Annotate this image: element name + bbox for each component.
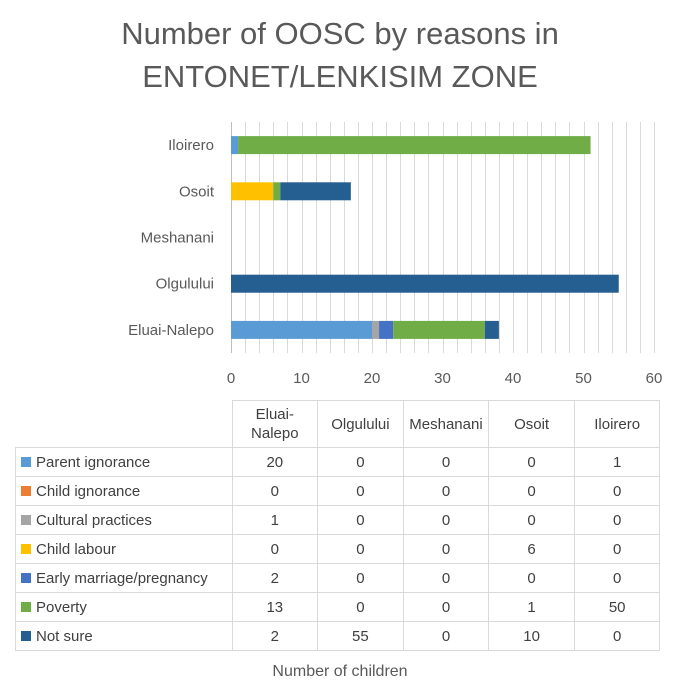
table-cell: 0 xyxy=(488,505,575,535)
legend-swatch xyxy=(21,456,31,467)
bar-segment xyxy=(231,182,274,201)
x-tick-label: 20 xyxy=(364,370,381,387)
legend-swatch xyxy=(21,572,31,583)
table-cell: 0 xyxy=(317,534,404,564)
table-row: Child labour 0 0 0 6 0 xyxy=(15,534,661,564)
legend-entry: Early marriage/pregnancy xyxy=(15,563,233,593)
legend-label: Poverty xyxy=(36,598,87,616)
table-cell: 0 xyxy=(573,476,661,506)
y-category-label: Iloirero xyxy=(168,137,214,154)
table-cell: 0 xyxy=(317,563,404,593)
table-cell: 0 xyxy=(573,534,661,564)
y-category-label: Olgulului xyxy=(156,276,214,293)
legend-entry: Not sure xyxy=(15,621,233,651)
data-table: Eluai- Nalepo Olgulului Meshanani Osoit Iloir… xyxy=(15,400,661,651)
bar-segment xyxy=(231,274,619,293)
chart-title: Number of OOSC by reasons in ENTONET/LEN… xyxy=(0,12,680,98)
table-cell: 6 xyxy=(488,534,575,564)
bar-segment xyxy=(231,320,372,339)
table-cell: 1 xyxy=(231,505,319,535)
y-category-label: Eluai-Nalepo xyxy=(128,322,214,339)
table-cell: 0 xyxy=(317,592,404,622)
table-row: Poverty 13 0 0 1 50 xyxy=(15,592,661,622)
table-corner xyxy=(15,400,233,448)
table-cell: 2 xyxy=(231,621,319,651)
y-category-label: Meshanani xyxy=(141,230,214,247)
bar-segment xyxy=(372,320,380,339)
table-row: Parent ignorance 20 0 0 0 1 xyxy=(15,447,661,477)
legend-entry: Child ignorance xyxy=(15,476,233,506)
table-cell: 0 xyxy=(402,476,490,506)
table-cell: 0 xyxy=(573,505,661,535)
table-row: Cultural practices 1 0 0 0 0 xyxy=(15,505,661,535)
chart-title-line-1: Number of OOSC by reasons in xyxy=(121,16,559,51)
table-cell: 2 xyxy=(231,563,319,593)
table-cell: 0 xyxy=(573,621,661,651)
x-tick-label: 0 xyxy=(227,370,235,387)
bar-segment xyxy=(484,320,499,339)
legend-label: Early marriage/pregnancy xyxy=(36,569,208,587)
bar-segment xyxy=(280,182,351,201)
table-cell: 0 xyxy=(402,447,490,477)
table-cell: 55 xyxy=(317,621,404,651)
y-category-label: Osoit xyxy=(179,183,215,200)
table-cell: 0 xyxy=(488,563,575,593)
table-cell: 13 xyxy=(231,592,319,622)
table-cell: 0 xyxy=(231,476,319,506)
table-row: Early marriage/pregnancy 2 0 0 0 0 xyxy=(15,563,661,593)
chart-title-line-2: ENTONET/LENKISIM ZONE xyxy=(142,59,538,94)
bar-segment xyxy=(273,182,281,201)
table-cell: 0 xyxy=(573,563,661,593)
x-tick-label: 30 xyxy=(434,370,451,387)
table-cell: 0 xyxy=(488,476,575,506)
x-tick-label: 10 xyxy=(293,370,310,387)
table-cell: 50 xyxy=(573,592,661,622)
table-cell: 0 xyxy=(402,592,490,622)
legend-label: Child ignorance xyxy=(36,482,141,500)
table-row: Child ignorance 0 0 0 0 0 xyxy=(15,476,661,506)
bar-segment xyxy=(238,136,591,155)
legend-entry: Cultural practices xyxy=(15,505,233,535)
legend-swatch xyxy=(21,514,31,525)
bar-segment xyxy=(379,320,394,339)
table-cell: 0 xyxy=(402,534,490,564)
table-cell: 1 xyxy=(573,447,661,477)
table-column-header: Osoit xyxy=(488,400,575,448)
bar-segment xyxy=(393,320,485,339)
table-column-header: Iloirero xyxy=(573,400,661,448)
table-cell: 0 xyxy=(402,563,490,593)
table-cell: 10 xyxy=(488,621,575,651)
x-axis-title: Number of children xyxy=(272,663,408,680)
table-column-header: Olgulului xyxy=(317,400,404,448)
table-cell: 0 xyxy=(317,447,404,477)
legend-label: Child labour xyxy=(36,540,117,558)
table-cell: 0 xyxy=(317,476,404,506)
table-cell: 0 xyxy=(402,505,490,535)
legend-swatch xyxy=(21,601,31,612)
legend-swatch xyxy=(21,630,31,641)
legend-entry: Poverty xyxy=(15,592,233,622)
legend-entry: Child labour xyxy=(15,534,233,564)
x-tick-label: 40 xyxy=(505,370,522,387)
table-row: Not sure 2 55 0 10 0 xyxy=(15,621,661,651)
table-cell: 0 xyxy=(402,621,490,651)
table-column-header: Meshanani xyxy=(402,400,490,448)
table-cell: 0 xyxy=(317,505,404,535)
table-cell: 0 xyxy=(231,534,319,564)
table-column-header: Eluai- Nalepo xyxy=(231,400,319,448)
x-tick-label: 60 xyxy=(646,370,663,387)
table-cell: 1 xyxy=(488,592,575,622)
table-cell: 0 xyxy=(488,447,575,477)
legend-entry: Parent ignorance xyxy=(15,447,233,477)
table-cell: 20 xyxy=(231,447,319,477)
bar-segment xyxy=(231,136,239,155)
legend-label: Parent ignorance xyxy=(36,453,151,471)
legend-label: Cultural practices xyxy=(36,511,152,529)
legend-swatch xyxy=(21,485,31,496)
chart-plot: 0 10 20 30 40 50 60 Eluai-Nalepo Olgulului Meshan… xyxy=(128,122,663,387)
x-tick-label: 50 xyxy=(575,370,592,387)
legend-label: Not sure xyxy=(36,627,93,645)
legend-swatch xyxy=(21,543,31,554)
